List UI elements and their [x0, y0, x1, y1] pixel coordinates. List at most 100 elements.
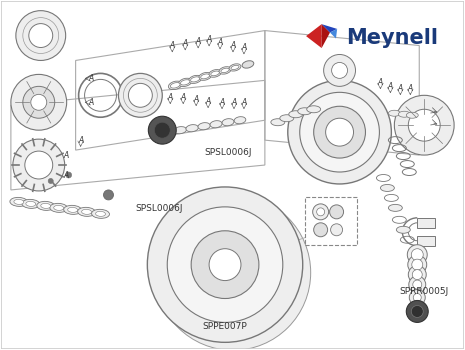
Ellipse shape: [64, 205, 81, 214]
Circle shape: [119, 74, 162, 117]
Ellipse shape: [14, 199, 24, 204]
Circle shape: [148, 116, 176, 144]
Text: A: A: [241, 98, 246, 107]
Circle shape: [13, 139, 65, 191]
Text: A: A: [206, 35, 212, 44]
Circle shape: [11, 75, 66, 130]
Bar: [305, 197, 357, 245]
Ellipse shape: [221, 68, 229, 73]
Ellipse shape: [388, 110, 400, 116]
Text: SPSL0006J: SPSL0006J: [135, 204, 183, 212]
Ellipse shape: [198, 122, 210, 130]
Ellipse shape: [396, 226, 410, 233]
Circle shape: [300, 92, 379, 172]
Ellipse shape: [186, 125, 199, 132]
Ellipse shape: [92, 209, 109, 218]
Ellipse shape: [170, 83, 180, 88]
Ellipse shape: [50, 203, 67, 212]
Ellipse shape: [219, 67, 231, 74]
Text: A: A: [398, 84, 403, 93]
Circle shape: [25, 151, 53, 179]
Ellipse shape: [22, 199, 40, 208]
Circle shape: [324, 55, 356, 86]
Text: A: A: [230, 41, 236, 50]
Bar: [417, 218, 435, 228]
Polygon shape: [306, 24, 322, 48]
Circle shape: [407, 245, 427, 265]
Text: A: A: [388, 82, 393, 91]
Ellipse shape: [222, 119, 234, 126]
Ellipse shape: [199, 72, 212, 81]
Text: A: A: [167, 93, 173, 102]
Text: A: A: [408, 84, 413, 93]
Ellipse shape: [271, 119, 285, 126]
Text: A: A: [195, 37, 201, 46]
Ellipse shape: [229, 64, 241, 71]
Ellipse shape: [234, 117, 246, 124]
Ellipse shape: [68, 207, 78, 212]
Ellipse shape: [174, 127, 186, 134]
Ellipse shape: [209, 70, 221, 77]
Circle shape: [29, 23, 53, 48]
Circle shape: [409, 289, 425, 306]
Circle shape: [314, 223, 328, 237]
Text: A: A: [206, 97, 211, 106]
Text: A: A: [180, 93, 186, 102]
Ellipse shape: [201, 74, 210, 79]
Ellipse shape: [168, 81, 182, 90]
Circle shape: [191, 231, 259, 299]
Circle shape: [317, 208, 325, 216]
Text: SPRR0005J: SPRR0005J: [399, 287, 448, 296]
Text: A: A: [88, 98, 93, 107]
Ellipse shape: [307, 106, 321, 113]
Circle shape: [178, 218, 288, 327]
Text: A: A: [218, 38, 223, 47]
Ellipse shape: [231, 65, 239, 70]
Text: SPSL0006J: SPSL0006J: [205, 148, 252, 157]
Circle shape: [331, 224, 343, 236]
Ellipse shape: [81, 209, 92, 214]
Ellipse shape: [242, 61, 254, 68]
Circle shape: [154, 122, 170, 138]
Circle shape: [394, 95, 454, 155]
Polygon shape: [322, 24, 337, 33]
Ellipse shape: [406, 112, 418, 118]
Circle shape: [332, 62, 347, 78]
Circle shape: [314, 106, 365, 158]
Ellipse shape: [211, 71, 219, 76]
Circle shape: [288, 80, 392, 184]
Text: A: A: [378, 78, 383, 87]
Text: A: A: [193, 95, 199, 104]
Text: Meynell: Meynell: [346, 28, 438, 48]
Bar: [417, 236, 435, 246]
Ellipse shape: [191, 77, 199, 82]
Circle shape: [409, 276, 426, 293]
Ellipse shape: [189, 75, 202, 83]
Text: A: A: [88, 74, 93, 83]
Ellipse shape: [10, 197, 28, 206]
Text: A: A: [63, 150, 68, 160]
Text: A: A: [183, 39, 188, 48]
Text: A: A: [241, 43, 246, 52]
Circle shape: [48, 178, 53, 183]
Circle shape: [104, 190, 113, 200]
Ellipse shape: [54, 205, 64, 210]
Ellipse shape: [399, 111, 410, 117]
Ellipse shape: [298, 108, 312, 115]
Ellipse shape: [210, 121, 222, 128]
Text: A: A: [78, 136, 83, 145]
Circle shape: [312, 204, 329, 220]
Circle shape: [408, 109, 440, 141]
Ellipse shape: [162, 128, 175, 136]
Ellipse shape: [95, 211, 106, 216]
Circle shape: [31, 94, 47, 110]
Circle shape: [413, 280, 422, 289]
Ellipse shape: [37, 201, 55, 210]
Ellipse shape: [280, 115, 294, 122]
Circle shape: [406, 301, 428, 322]
Circle shape: [128, 83, 153, 107]
Circle shape: [408, 255, 427, 274]
Ellipse shape: [388, 204, 402, 211]
Circle shape: [167, 207, 283, 322]
Text: A: A: [63, 170, 68, 180]
